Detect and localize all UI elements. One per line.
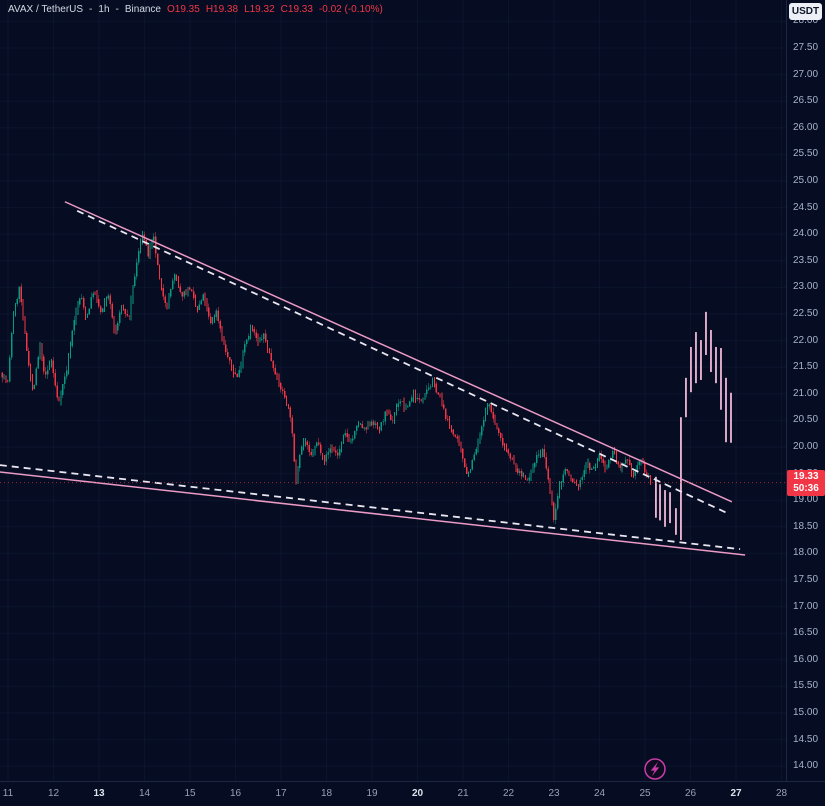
price-tick-label: 27.00 bbox=[792, 68, 819, 80]
symbol-pair[interactable]: AVAX / TetherUS bbox=[8, 4, 84, 15]
wedge-upper-solid[interactable] bbox=[64, 201, 733, 503]
price-tick-label: 28.00 bbox=[792, 15, 819, 27]
time-tick-label: 13 bbox=[93, 788, 105, 799]
ohlc-close: C19.33 bbox=[280, 4, 313, 15]
price-tick-label: 27.50 bbox=[792, 42, 819, 53]
price-tick-label: 14.50 bbox=[792, 733, 819, 745]
time-tick-label: 16 bbox=[229, 788, 242, 799]
price-tick-label: 19.00 bbox=[792, 494, 819, 506]
bar-countdown: 50:36 bbox=[793, 482, 819, 494]
time-tick-label: 27 bbox=[730, 788, 742, 799]
falling-wedge-trendlines[interactable] bbox=[0, 201, 746, 556]
time-tick-label: 23 bbox=[548, 788, 560, 799]
ohlc-low: L19.32 bbox=[244, 4, 275, 15]
time-tick-label: 20 bbox=[411, 788, 424, 799]
time-tick-label: 19 bbox=[366, 788, 378, 799]
time-tick-label: 15 bbox=[184, 788, 196, 799]
price-tick-label: 22.00 bbox=[792, 334, 819, 346]
lightning-icon-button[interactable] bbox=[644, 758, 666, 780]
price-tick-label: 17.50 bbox=[792, 574, 819, 585]
time-tick-label: 26 bbox=[684, 788, 697, 799]
time-tick-label: 14 bbox=[138, 788, 151, 799]
price-tick-label: 23.00 bbox=[792, 281, 819, 293]
time-tick-label: 17 bbox=[275, 788, 287, 799]
price-change: -0.02 (-0.10%) bbox=[318, 4, 383, 15]
price-tick-label: 16.50 bbox=[792, 627, 819, 639]
wedge-lower-dashed[interactable] bbox=[0, 464, 741, 551]
symbol-exchange: Binance bbox=[124, 4, 161, 15]
price-tick-label: 24.50 bbox=[792, 201, 819, 213]
time-tick-label: 28 bbox=[775, 788, 788, 799]
last-price-label: 19.33 50:36 bbox=[787, 469, 825, 496]
price-tick-label: 18.00 bbox=[792, 547, 819, 559]
price-tick-label: 21.50 bbox=[792, 361, 819, 373]
projected-breakout-bars[interactable] bbox=[655, 311, 732, 541]
wedge-upper-dashed[interactable] bbox=[76, 209, 728, 514]
price-tick-label: 24.00 bbox=[792, 228, 819, 240]
time-tick-label: 22 bbox=[502, 788, 515, 799]
last-price-value: 19.33 bbox=[793, 470, 819, 482]
symbol-legend[interactable]: AVAX / TetherUS - 1h - Binance O19.35 H1… bbox=[8, 4, 383, 15]
legend-separator: - bbox=[115, 4, 119, 15]
price-axis[interactable]: 28.00 27.50 27.00 26.50 26.00 25.50 25.00 24.50… bbox=[786, 0, 825, 781]
wedge-lower-solid[interactable] bbox=[0, 471, 746, 556]
time-tick-label: 11 bbox=[2, 788, 14, 799]
price-tick-label: 22.50 bbox=[792, 308, 819, 319]
grid-lines bbox=[0, 0, 786, 781]
ohlc-high: H19.38 bbox=[205, 4, 239, 15]
price-tick-label: 25.00 bbox=[792, 175, 819, 186]
price-tick-label: 20.50 bbox=[792, 414, 819, 426]
price-tick-label: 15.00 bbox=[792, 707, 819, 718]
price-tick-label: 18.50 bbox=[792, 520, 819, 532]
time-tick-label: 12 bbox=[47, 788, 60, 799]
ohlc-open: O19.35 bbox=[167, 4, 200, 15]
price-tick-label: 25.50 bbox=[792, 148, 819, 160]
legend-separator: - bbox=[89, 4, 93, 15]
symbol-interval[interactable]: 1h bbox=[98, 4, 110, 15]
price-tick-label: 15.50 bbox=[792, 680, 819, 692]
time-axis[interactable]: 11 12 13 14 15 16 17 18 19 20 21 22 23 24 25 26 27 28 bbox=[0, 781, 825, 806]
price-tick-label: 16.00 bbox=[792, 653, 819, 665]
price-tick-label: 17.00 bbox=[792, 600, 819, 612]
time-tick-label: 21 bbox=[457, 788, 469, 799]
time-tick-label: 24 bbox=[593, 788, 606, 799]
price-tick-label: 14.00 bbox=[792, 760, 819, 772]
price-tick-label: 26.00 bbox=[792, 121, 819, 133]
price-tick-label: 21.00 bbox=[792, 387, 819, 399]
price-tick-label: 20.00 bbox=[792, 441, 819, 452]
time-axis-separator bbox=[0, 781, 825, 782]
currency-toggle-button[interactable]: USDT bbox=[789, 3, 822, 20]
price-tick-label: 23.50 bbox=[792, 254, 819, 266]
time-tick-label: 25 bbox=[639, 788, 651, 799]
price-tick-label: 26.50 bbox=[792, 95, 819, 107]
candlesticks bbox=[1, 230, 652, 524]
time-tick-label: 18 bbox=[320, 788, 333, 799]
price-axis-separator bbox=[786, 0, 787, 781]
